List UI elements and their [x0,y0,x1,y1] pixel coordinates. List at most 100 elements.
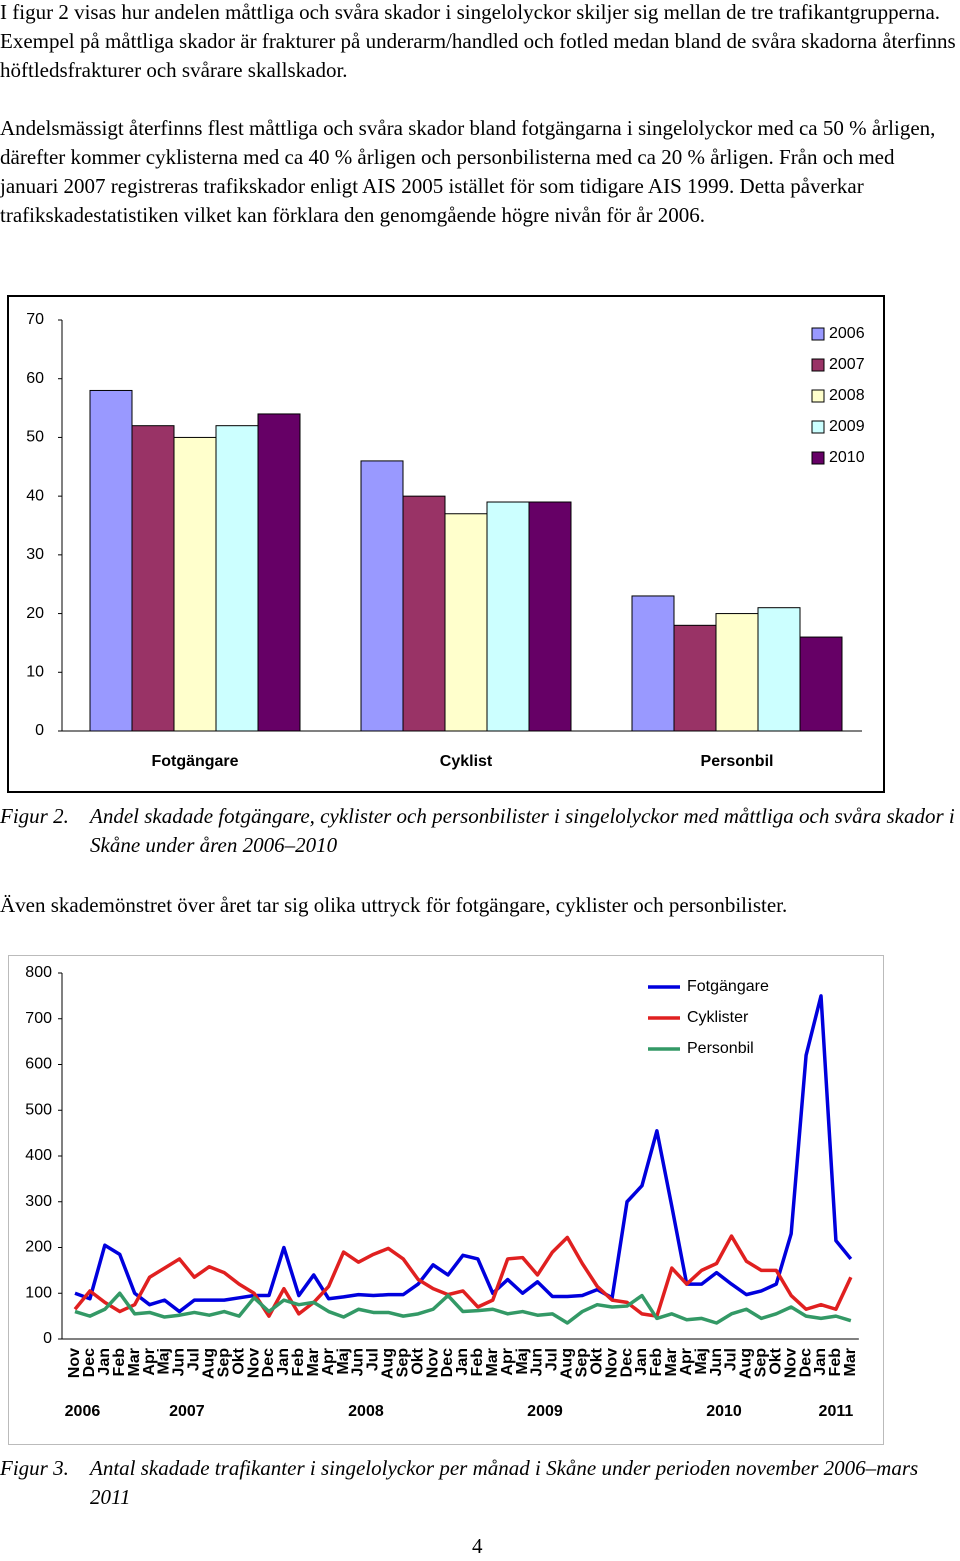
x-tick-label: Maj [335,1348,352,1375]
x-tick-label: Jul [723,1348,740,1371]
x-tick-label: Jan [812,1348,829,1376]
paragraph: I figur 2 visas hur andelen måttliga och… [0,0,956,82]
y-tick-label: 200 [25,1239,52,1256]
y-tick-label: 70 [26,311,44,328]
legend-label: 2006 [829,325,865,342]
x-tick-label: Jul [365,1348,382,1371]
y-tick-label: 300 [25,1193,52,1210]
legend-swatch [811,327,825,341]
paragraph: Andelsmässigt återfinns flest måttliga o… [0,116,936,227]
x-tick-label: Mar [842,1348,859,1376]
caption-label: Figur 3. [0,1456,69,1480]
x-tick-label: Feb [469,1348,486,1377]
x-tick-label: Jun [350,1348,367,1376]
x-tick-label: Feb [111,1348,128,1377]
x-tick-label: Jun [529,1348,546,1376]
bar [131,425,175,732]
x-tick-label: Feb [290,1348,307,1377]
x-tick-label: Dec [260,1348,277,1377]
x-tick-label: Nov [782,1348,799,1378]
x-tick-label: Apr [141,1348,158,1376]
year-label: 2009 [527,1403,563,1420]
y-tick-label: 600 [25,1056,52,1073]
bar [257,413,301,732]
caption-text: Antal skadade trafikanter i singelolycko… [90,1456,919,1509]
bar [673,624,717,732]
x-tick-label: Nov [424,1348,441,1378]
x-tick-label: Personbil [701,753,774,770]
x-tick-label: Maj [693,1348,710,1375]
legend-swatch [811,358,825,372]
x-tick-label: Jul [544,1348,561,1371]
x-tick-label: Jul [186,1348,203,1371]
x-tick-label: Okt [588,1347,605,1374]
bar [402,495,446,732]
y-tick-label: 100 [25,1284,52,1301]
line-series [74,1291,852,1325]
x-tick-label: Mar [305,1348,322,1376]
x-tick-label: Jun [171,1348,188,1376]
x-tick-label: Apr [678,1348,695,1376]
x-tick-label: Mar [126,1348,143,1376]
legend-label: 2009 [829,418,865,435]
bar [528,501,572,732]
figure-caption: Figur 2. Andel skadade fotgängare, cyklis… [0,802,958,860]
x-tick-label: Okt [230,1347,247,1374]
x-tick-label: Okt [767,1347,784,1374]
x-tick-label: Jan [633,1348,650,1376]
x-tick-label: Sep [215,1348,232,1378]
x-tick-label: Aug [559,1348,576,1379]
x-tick-label: Nov [603,1348,620,1378]
x-tick-label: Jun [708,1348,725,1376]
x-tick-label: Aug [380,1348,397,1379]
x-tick-label: Nov [66,1348,83,1378]
y-tick-label: 0 [35,722,44,739]
legend-swatch [811,389,825,403]
bar [444,513,488,732]
x-tick-label: Cyklist [440,753,493,770]
year-label: 2008 [348,1403,384,1420]
y-tick-label: 40 [26,487,44,504]
x-tick-label: Dec [439,1348,456,1377]
x-tick-label: Maj [514,1348,531,1375]
x-tick-label: Apr [499,1348,516,1376]
y-tick-label: 700 [25,1010,52,1027]
year-label: 2011 [819,1403,854,1420]
bar-chart: 0 10 20 30 40 50 60 70 Fotgängare Cyklist Personbi… [7,295,885,793]
bar [631,595,675,732]
y-tick-label: 800 [25,964,52,981]
bar [173,436,217,732]
page-number: 4 [472,1534,483,1558]
paragraph: Även skademönstret över året tar sig oli… [0,893,788,917]
year-label: 2006 [65,1403,101,1420]
x-tick-label: Jan [96,1348,113,1376]
legend-swatch [811,451,825,465]
x-tick-label: Dec [618,1348,635,1377]
x-tick-label: Jan [275,1348,292,1376]
x-tick-label: Dec [81,1348,98,1377]
legend-label: 2010 [829,449,865,466]
figure-caption: Figur 3. Antal skadade trafikanter i sing… [0,1454,958,1512]
year-label: 2007 [169,1403,205,1420]
bar [757,607,801,732]
x-tick-label: Sep [573,1348,590,1378]
legend-swatch [811,420,825,434]
x-tick-label: Sep [753,1348,770,1378]
x-tick-label: Aug [200,1348,217,1379]
x-tick-label: Fotgängare [151,753,238,770]
x-tick-label: Jan [454,1348,471,1376]
x-tick-label: Nov [245,1348,262,1378]
line-series [74,994,853,1314]
line-series [73,1234,853,1318]
y-tick-label: 0 [43,1330,52,1347]
x-tick-label: Mar [663,1348,680,1376]
bar [89,389,133,732]
x-tick-label: Sep [394,1348,411,1378]
y-tick-label: 30 [26,546,44,563]
x-tick-label: Mar [484,1348,501,1376]
line-chart: 0100200300400500600700800NovDecJanFebMar… [8,955,884,1445]
chart-frame [8,955,884,1445]
bar [715,613,759,732]
legend-label: 2007 [829,356,865,373]
